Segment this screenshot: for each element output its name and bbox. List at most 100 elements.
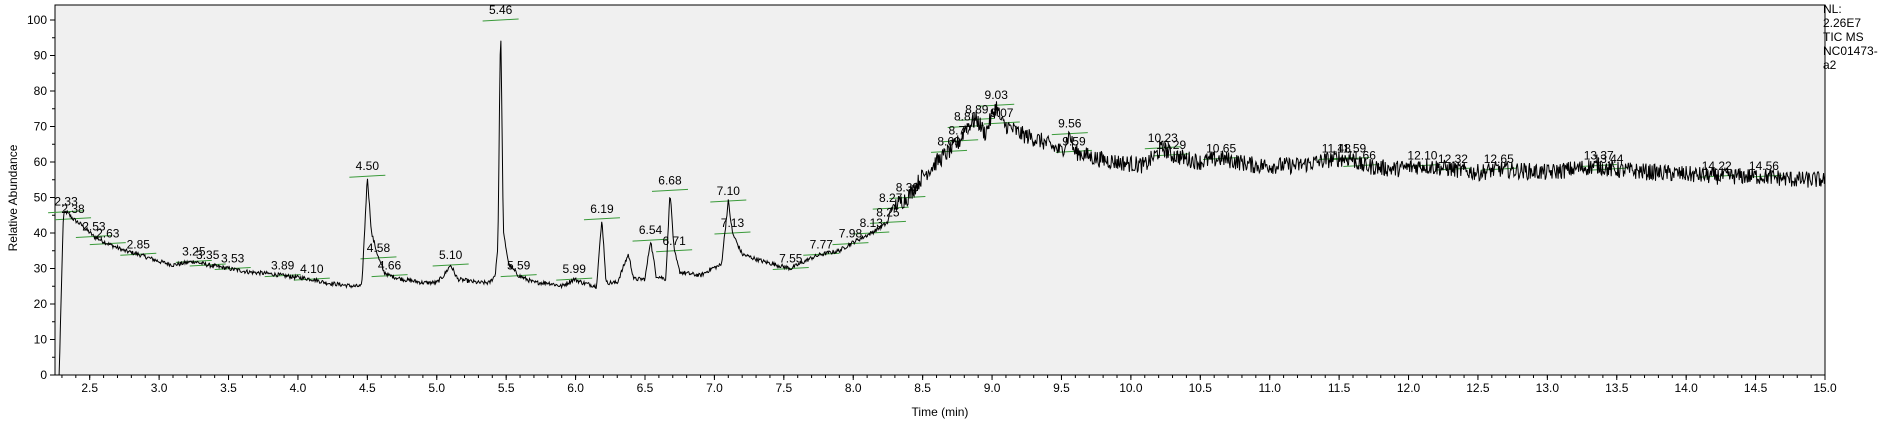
x-tick-label: 14.0 (1674, 381, 1698, 395)
peak-label: 5.99 (563, 262, 587, 276)
peak-label: 8.81 (954, 110, 978, 124)
x-tick-label: 8.5 (914, 381, 931, 395)
integration-mark (264, 274, 301, 278)
peak-label: 8.27 (879, 191, 903, 205)
y-tick-label: 10 (34, 333, 48, 347)
plot-area (54, 4, 1826, 376)
peak-label: 8.69 (937, 134, 961, 148)
x-tick-label: 12.0 (1397, 381, 1421, 395)
peak-label: 12.65 (1484, 152, 1514, 166)
peak-label: 4.66 (378, 259, 402, 273)
x-tick-label: 13.5 (1605, 381, 1629, 395)
x-tick-label: 11.0 (1258, 381, 1281, 395)
peak-label: 6.19 (590, 202, 614, 216)
header-info: NL: 2.26E7 TIC MS NC01473- a2 (1823, 2, 1886, 72)
peak-label: 11.59 (1337, 141, 1366, 155)
peak-label: 7.55 (779, 252, 803, 266)
x-tick-label: 15.0 (1813, 381, 1837, 395)
y-axis-title: Relative Abundance (6, 144, 20, 251)
peak-label: 8.25 (876, 205, 900, 219)
x-tick-label: 5.5 (498, 381, 515, 395)
x-axis-title: Time (min) (912, 405, 969, 419)
integration-mark (55, 217, 92, 221)
x-tick-label: 5.0 (428, 381, 445, 395)
peak-labels: 2.332.38 2.532.63 2.85 3.253.35 3.53 3.89 4.10… (54, 3, 1779, 276)
peak-label: 2.38 (61, 202, 85, 216)
x-tick-label: 4.5 (359, 381, 376, 395)
x-tick-label: 6.0 (567, 381, 584, 395)
x-tick-label: 12.5 (1466, 381, 1490, 395)
integration-mark (482, 18, 519, 22)
peak-label: 4.50 (356, 159, 380, 173)
x-tick-label: 3.0 (151, 381, 168, 395)
x-tick-label: 10.0 (1119, 381, 1143, 395)
peak-label: 3.25 (182, 244, 206, 258)
y-tick-label: 0 (40, 368, 47, 382)
integration-mark (772, 267, 809, 270)
x-tick-label: 7.5 (775, 381, 792, 395)
peak-label: 7.10 (717, 184, 741, 198)
peak-label: 5.59 (507, 259, 531, 273)
peak-label: 9.59 (1062, 134, 1086, 148)
x-tick-label: 7.0 (706, 381, 723, 395)
x-tick-label: 4.0 (290, 381, 307, 395)
peak-label: 4.10 (300, 262, 324, 276)
peak-label: 9.07 (990, 106, 1014, 120)
x-tick-label: 9.0 (984, 381, 1001, 395)
x-tick-label: 2.5 (81, 381, 98, 395)
x-tick-label: 11.5 (1328, 381, 1351, 395)
peak-label: 8.89 (965, 102, 989, 116)
integration-mark (583, 217, 620, 221)
peak-label: 3.35 (196, 248, 220, 262)
integration-mark (632, 238, 669, 242)
peak-label: 12.10 (1407, 149, 1437, 163)
x-tick-label: 10.5 (1189, 381, 1213, 395)
y-tick-label: 80 (34, 84, 48, 98)
sample-id: NC01473- (1823, 44, 1878, 58)
integration-mark (349, 174, 386, 178)
peak-label: 8.13 (860, 216, 884, 230)
peak-label: 9.56 (1058, 117, 1082, 131)
y-axis: 0 10 20 30 40 50 60 70 80 90 100 (27, 13, 55, 382)
y-tick-label: 50 (34, 191, 48, 205)
x-tick-label: 13.0 (1536, 381, 1560, 395)
x-axis: 2.5 3.0 3.5 4.0 4.5 5.0 5.5 6.0 6.5 7.0 7.5 8.0 8.5 9… (61, 375, 1837, 395)
peak-label: 8.77 (948, 124, 972, 138)
integration-mark (651, 188, 689, 192)
peak-label: 2.85 (127, 237, 151, 251)
y-tick-label: 90 (34, 49, 48, 63)
scan-filter: TIC MS (1823, 30, 1864, 44)
peak-label: 2.53 (82, 220, 106, 234)
peak-label: 3.53 (221, 252, 245, 266)
peak-label: 2.33 (54, 195, 78, 209)
peak-label: 5.10 (439, 248, 463, 262)
peak-label: 11.66 (1347, 149, 1376, 163)
peak-label: 6.68 (658, 173, 682, 187)
peak-label: 5.46 (489, 3, 513, 17)
y-tick-label: 70 (34, 120, 48, 134)
x-tick-label: 14.5 (1744, 381, 1768, 395)
peak-label: 2.63 (96, 227, 120, 241)
tic-trace (55, 40, 1826, 376)
peak-label: 7.77 (810, 237, 834, 251)
peak-label: 6.54 (639, 223, 663, 237)
integration-mark (889, 196, 926, 199)
peak-label: 8.39 (896, 181, 920, 195)
peak-label: 12.32 (1438, 152, 1468, 166)
peak-label: 7.13 (721, 216, 745, 230)
peak-label: 9.03 (985, 88, 1009, 102)
peak-label: 3.89 (271, 259, 295, 273)
x-tick-label: 6.5 (637, 381, 654, 395)
peak-label: 10.23 (1148, 131, 1178, 145)
y-tick-label: 40 (34, 226, 48, 240)
integration-mark (500, 274, 537, 278)
peak-label: 6.71 (662, 234, 686, 248)
x-tick-label: 8.0 (845, 381, 862, 395)
peak-label: 10.29 (1156, 138, 1186, 152)
y-tick-label: 100 (27, 13, 47, 27)
y-tick-label: 30 (34, 262, 48, 276)
x-tick-label: 9.5 (1053, 381, 1070, 395)
peak-label: 13.37 (1584, 149, 1614, 163)
x-tick-label: 3.5 (220, 381, 237, 395)
